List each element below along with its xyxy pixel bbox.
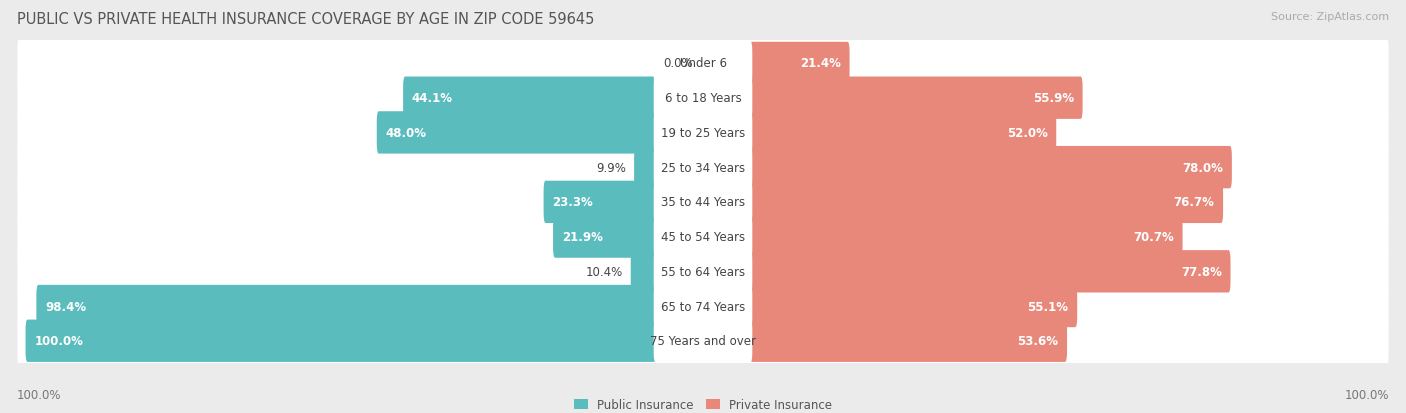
Text: Source: ZipAtlas.com: Source: ZipAtlas.com — [1271, 12, 1389, 22]
Text: 55 to 64 Years: 55 to 64 Years — [661, 265, 745, 278]
FancyBboxPatch shape — [17, 33, 1389, 94]
Text: 19 to 25 Years: 19 to 25 Years — [661, 127, 745, 140]
FancyBboxPatch shape — [17, 68, 1389, 129]
FancyBboxPatch shape — [702, 181, 1223, 223]
FancyBboxPatch shape — [553, 216, 704, 258]
FancyBboxPatch shape — [25, 320, 704, 362]
FancyBboxPatch shape — [654, 146, 752, 190]
Text: 77.8%: 77.8% — [1181, 265, 1222, 278]
Text: 10.4%: 10.4% — [585, 265, 623, 278]
FancyBboxPatch shape — [404, 77, 704, 120]
FancyBboxPatch shape — [544, 181, 704, 223]
Text: Under 6: Under 6 — [679, 57, 727, 70]
Text: 55.1%: 55.1% — [1028, 300, 1069, 313]
Text: 35 to 44 Years: 35 to 44 Years — [661, 196, 745, 209]
Text: 52.0%: 52.0% — [1007, 127, 1047, 140]
FancyBboxPatch shape — [631, 251, 704, 293]
Text: 45 to 54 Years: 45 to 54 Years — [661, 230, 745, 244]
FancyBboxPatch shape — [37, 285, 704, 328]
FancyBboxPatch shape — [702, 112, 1056, 154]
Text: 9.9%: 9.9% — [596, 161, 626, 174]
FancyBboxPatch shape — [17, 138, 1389, 198]
FancyBboxPatch shape — [17, 103, 1389, 164]
Text: 21.9%: 21.9% — [562, 230, 603, 244]
Text: 44.1%: 44.1% — [412, 92, 453, 105]
Text: 55.9%: 55.9% — [1032, 92, 1074, 105]
FancyBboxPatch shape — [702, 43, 849, 85]
Text: 100.0%: 100.0% — [34, 335, 83, 347]
FancyBboxPatch shape — [654, 249, 752, 294]
Text: 75 Years and over: 75 Years and over — [650, 335, 756, 347]
FancyBboxPatch shape — [702, 320, 1067, 362]
FancyBboxPatch shape — [654, 111, 752, 155]
Text: 70.7%: 70.7% — [1133, 230, 1174, 244]
FancyBboxPatch shape — [17, 276, 1389, 337]
Text: PUBLIC VS PRIVATE HEALTH INSURANCE COVERAGE BY AGE IN ZIP CODE 59645: PUBLIC VS PRIVATE HEALTH INSURANCE COVER… — [17, 12, 595, 27]
Legend: Public Insurance, Private Insurance: Public Insurance, Private Insurance — [569, 393, 837, 413]
Text: 65 to 74 Years: 65 to 74 Years — [661, 300, 745, 313]
FancyBboxPatch shape — [702, 77, 1083, 120]
FancyBboxPatch shape — [654, 284, 752, 328]
Text: 48.0%: 48.0% — [385, 127, 426, 140]
FancyBboxPatch shape — [654, 319, 752, 363]
Text: 100.0%: 100.0% — [17, 388, 62, 401]
FancyBboxPatch shape — [654, 215, 752, 259]
FancyBboxPatch shape — [654, 76, 752, 121]
FancyBboxPatch shape — [702, 147, 1232, 189]
FancyBboxPatch shape — [654, 180, 752, 224]
FancyBboxPatch shape — [377, 112, 704, 154]
Text: 21.4%: 21.4% — [800, 57, 841, 70]
Text: 53.6%: 53.6% — [1018, 335, 1059, 347]
FancyBboxPatch shape — [702, 216, 1182, 258]
FancyBboxPatch shape — [17, 172, 1389, 233]
Text: 98.4%: 98.4% — [45, 300, 86, 313]
FancyBboxPatch shape — [702, 251, 1230, 293]
Text: 0.0%: 0.0% — [664, 57, 693, 70]
Text: 76.7%: 76.7% — [1174, 196, 1215, 209]
FancyBboxPatch shape — [17, 311, 1389, 371]
FancyBboxPatch shape — [654, 42, 752, 86]
Text: 23.3%: 23.3% — [553, 196, 593, 209]
Text: 78.0%: 78.0% — [1182, 161, 1223, 174]
FancyBboxPatch shape — [17, 206, 1389, 267]
FancyBboxPatch shape — [634, 147, 704, 189]
FancyBboxPatch shape — [702, 285, 1077, 328]
Text: 25 to 34 Years: 25 to 34 Years — [661, 161, 745, 174]
FancyBboxPatch shape — [17, 241, 1389, 302]
Text: 6 to 18 Years: 6 to 18 Years — [665, 92, 741, 105]
Text: 100.0%: 100.0% — [1344, 388, 1389, 401]
